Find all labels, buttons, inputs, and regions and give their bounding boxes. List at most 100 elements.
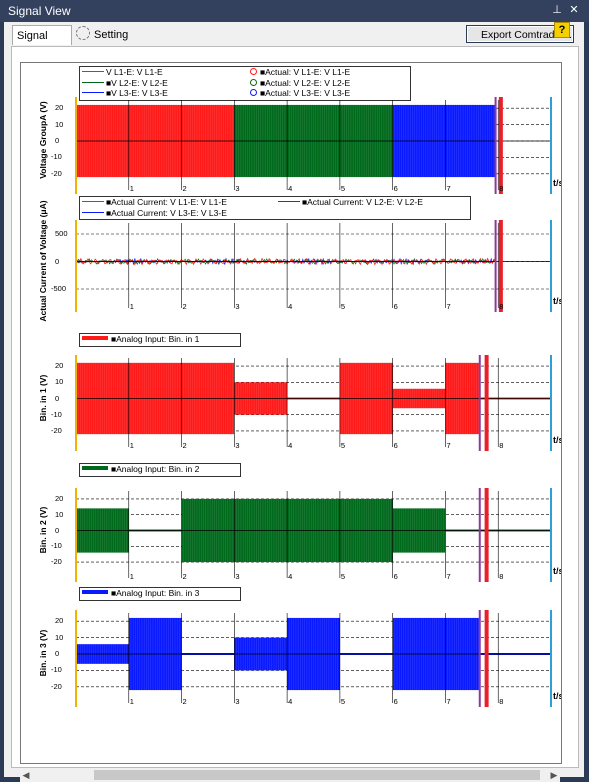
- y-tick-label: 500: [55, 229, 68, 238]
- signal-panel: V L1-E: V L1-E ■Actual: V L1-E: V L1-E ■V …: [11, 46, 579, 782]
- chart-plot: [75, 355, 552, 451]
- x-axis-label: t/s: [553, 296, 561, 306]
- scrollbar-thumb[interactable]: [94, 770, 540, 780]
- x-tick-label: 7: [446, 184, 451, 193]
- x-tick-label: 5: [340, 184, 346, 193]
- x-tick-label: 4: [288, 697, 293, 706]
- y-tick-label: 10: [55, 377, 64, 387]
- y-tick-label: 10: [55, 119, 64, 129]
- legend-entry: ■V L2-E: V L2-E: [82, 78, 168, 88]
- legend-label: ■Actual Current: V L3-E: V L3-E: [106, 207, 227, 218]
- legend-swatch: [82, 92, 104, 93]
- x-tick-label: 2: [182, 184, 187, 193]
- x-tick-label: 8: [499, 572, 504, 581]
- chart-plot: [75, 97, 552, 194]
- legend-entry: ■Actual Current: V L1-E: V L1-E: [82, 197, 227, 207]
- pin-icon[interactable]: ⊥: [552, 4, 562, 16]
- legend-label: ■Analog Input: Bin. in 1: [111, 334, 200, 344]
- export-comtrade-button[interactable]: Export Comtrade ...: [466, 25, 574, 43]
- legend-swatch: [82, 466, 108, 470]
- x-axis-label: t/s: [553, 566, 561, 576]
- marker-line: [550, 97, 552, 194]
- marker-line: [550, 610, 552, 707]
- legend-label: ■Actual Current: V L2-E: V L2-E: [302, 197, 423, 207]
- x-tick-label: 4: [288, 572, 293, 581]
- marker-line: [478, 488, 481, 582]
- y-tick-label: -20: [51, 681, 62, 691]
- chart-legend: ■Analog Input: Bin. in 1: [79, 333, 241, 347]
- marker-line: [498, 97, 503, 194]
- x-tick-label: 7: [446, 697, 451, 706]
- marker-line: [75, 97, 77, 194]
- y-tick-label: 20: [55, 493, 64, 503]
- legend-entry: V L1-E: V L1-E: [82, 67, 163, 77]
- legend-marker-icon: [250, 89, 257, 96]
- marker-line: [550, 355, 552, 451]
- y-tick-label: 0: [55, 525, 60, 535]
- y-tick-label: 10: [55, 632, 64, 642]
- x-tick-label: 1: [129, 697, 134, 706]
- y-tick-label: 10: [55, 509, 64, 519]
- y-tick-label: 0: [55, 256, 60, 266]
- x-tick-label: 3: [235, 441, 240, 450]
- marker-line: [75, 610, 77, 707]
- y-tick-label: -10: [51, 409, 62, 419]
- x-tick-label: 2: [182, 572, 187, 581]
- x-tick-label: 8: [499, 697, 504, 706]
- scroll-right-icon[interactable]: ▶: [550, 770, 558, 780]
- x-tick-label: 5: [340, 572, 346, 581]
- chart-plot: [75, 488, 552, 582]
- tab-setting[interactable]: Setting: [74, 25, 130, 45]
- x-tick-label: 5: [340, 441, 346, 450]
- x-tick-label: 8: [499, 302, 504, 311]
- chart-plot: [75, 610, 552, 707]
- horizontal-scrollbar[interactable]: ◀ ▶: [20, 768, 560, 782]
- chart-legend: ■Actual Current: V L1-E: V L1-E ■Actual C…: [79, 196, 471, 220]
- chart-plot: [75, 220, 552, 312]
- legend-entry: ■Actual Current: V L3-E: V L3-E: [82, 208, 227, 218]
- marker-line: [75, 220, 77, 312]
- legend-swatch: [82, 211, 104, 213]
- y-tick-label: -20: [51, 557, 62, 567]
- chart-legend: ■Analog Input: Bin. in 3: [79, 587, 241, 601]
- x-tick-label: 2: [182, 697, 187, 706]
- x-tick-label: 7: [446, 441, 451, 450]
- legend-entry: ■Actual: V L1-E: V L1-E: [250, 67, 350, 77]
- x-tick-label: 7: [446, 572, 451, 581]
- y-tick-label: -500: [51, 284, 67, 293]
- x-tick-label: 4: [288, 184, 293, 193]
- y-tick-label: -20: [51, 168, 62, 178]
- legend-label: ■Actual: V L3-E: V L3-E: [260, 88, 351, 98]
- marker-line: [550, 220, 552, 312]
- tab-signal-view[interactable]: Signal View: [12, 25, 72, 62]
- x-axis-label: t/s: [553, 435, 561, 445]
- legend-label: ■Analog Input: Bin. in 2: [111, 464, 200, 474]
- marker-line: [498, 220, 503, 312]
- marker-line: [484, 355, 489, 451]
- marker-line: [484, 488, 489, 582]
- help-icon[interactable]: ?: [554, 22, 570, 38]
- x-tick-label: 1: [129, 302, 134, 311]
- y-tick-label: -20: [51, 425, 62, 435]
- scroll-left-icon[interactable]: ◀: [22, 770, 30, 780]
- legend-marker-icon: [250, 78, 257, 86]
- content-area: Signal View Setting Export Comtrade ... …: [4, 22, 584, 782]
- x-tick-label: 4: [288, 441, 293, 450]
- legend-swatch: [82, 201, 104, 202]
- x-tick-label: 8: [499, 441, 504, 450]
- legend-label: ■Actual: V L2-E: V L2-E: [260, 77, 351, 88]
- marker-line: [550, 488, 552, 582]
- chart-area: V L1-E: V L1-E ■Actual: V L1-E: V L1-E ■V …: [20, 62, 562, 764]
- close-icon[interactable]: ✕: [569, 4, 579, 16]
- x-tick-label: 7: [446, 302, 451, 311]
- tab-setting-label: Setting: [94, 29, 129, 41]
- legend-entry: ■Actual: V L2-E: V L2-E: [250, 78, 350, 88]
- legend-label: ■V L3-E: V L3-E: [106, 88, 168, 98]
- x-tick-label: 1: [129, 572, 134, 581]
- chart-legend: ■Analog Input: Bin. in 2: [79, 463, 241, 477]
- y-tick-label: -10: [51, 541, 62, 551]
- y-tick-label: -10: [51, 665, 62, 675]
- x-tick-label: 1: [129, 441, 134, 450]
- marker-line: [494, 97, 497, 194]
